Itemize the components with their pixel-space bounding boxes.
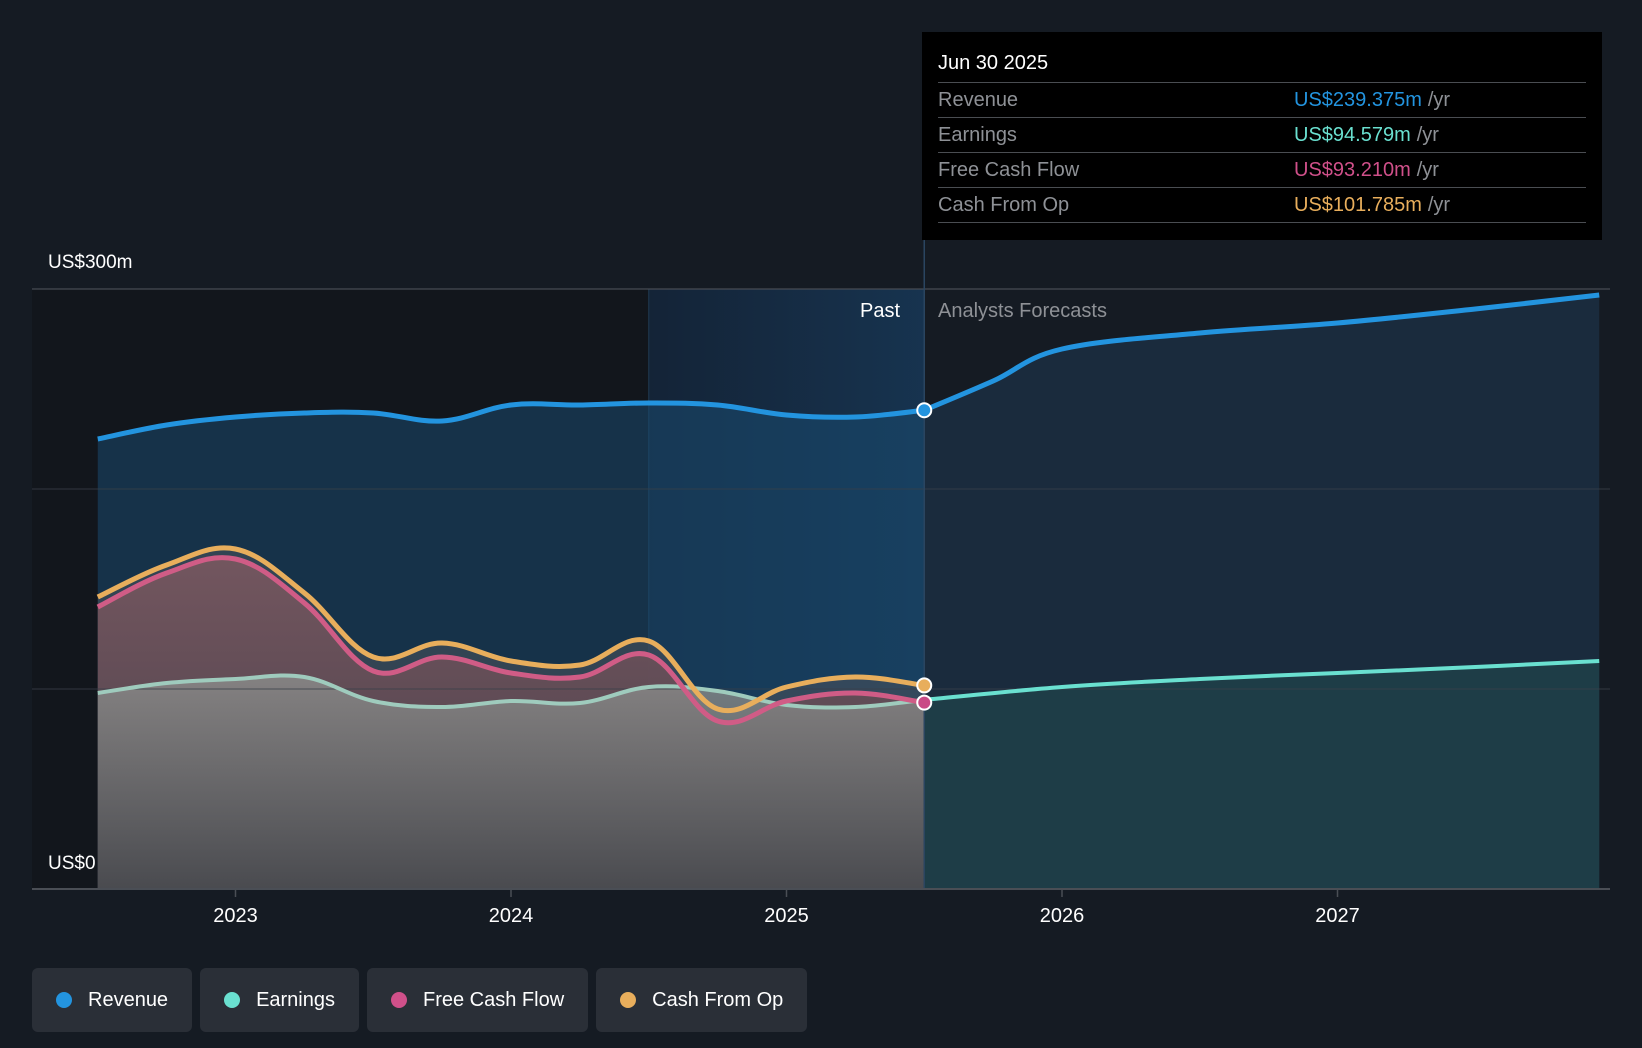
legend: Revenue Earnings Free Cash Flow Cash Fro…: [32, 968, 808, 1032]
tooltip-row-earnings: Earnings US$94.579m /yr: [938, 118, 1586, 153]
legend-label: Revenue: [88, 988, 169, 1011]
earnings-area-forecast: [924, 661, 1600, 889]
legend-item-cash-from-op[interactable]: Cash From Op: [596, 968, 808, 1032]
legend-item-earnings[interactable]: Earnings: [200, 968, 359, 1032]
tooltip-row-value: US$239.375m: [1294, 88, 1422, 111]
tooltip-row-label: Free Cash Flow: [938, 158, 1080, 181]
past-label: Past: [860, 300, 901, 322]
forecast-label: Analysts Forecasts: [938, 300, 1107, 322]
tooltip-row-label: Revenue: [938, 88, 1019, 111]
legend-item-free-cash-flow[interactable]: Free Cash Flow: [367, 968, 589, 1032]
tooltip: Jun 30 2025 Revenue US$239.375m /yr Earn…: [922, 32, 1602, 240]
revenue-line-forecast: [923, 292, 1600, 413]
legend-item-revenue[interactable]: Revenue: [32, 968, 193, 1032]
tooltip-row-label: Earnings: [938, 123, 1017, 146]
tooltip-row-unit: /yr: [1427, 88, 1451, 111]
legend-label: Free Cash Flow: [423, 988, 565, 1011]
cash-from-op-dot-icon: [620, 992, 637, 1008]
tooltip-row-unit: /yr: [1427, 193, 1451, 216]
free-cash-flow-line: [96, 555, 925, 726]
legend-label: Earnings: [256, 988, 335, 1011]
tooltip-row-value: US$93.210m: [1294, 158, 1411, 181]
revenue-line-past: [97, 400, 925, 442]
tooltip-row-revenue: Revenue US$239.375m /yr: [938, 83, 1586, 118]
y-axis-label-top: US$300m: [48, 252, 133, 273]
free-cash-flow-dot-icon: [391, 992, 407, 1008]
cash-from-op-point: [916, 677, 933, 694]
free-cash-flow-point: [916, 694, 933, 711]
revenue-dot-icon: [56, 992, 72, 1008]
revenue-point: [916, 402, 933, 419]
tooltip-row-label: Cash From Op: [938, 193, 1070, 216]
tooltip-row-value: US$94.579m: [1294, 123, 1411, 146]
earnings-dot-icon: [224, 992, 241, 1008]
x-tick-label: 2026: [1040, 905, 1085, 927]
tooltip-row-value: US$101.785m: [1294, 193, 1422, 216]
legend-label: Cash From Op: [652, 988, 784, 1011]
x-tick-label: 2023: [213, 905, 258, 927]
y-axis-label-bottom: US$0: [48, 853, 96, 874]
earnings-area-past: [97, 675, 925, 889]
earnings-line-past: [97, 673, 925, 710]
cash-from-op-line: [96, 545, 925, 714]
tooltip-row-free-cash-flow: Free Cash Flow US$93.210m /yr: [938, 153, 1586, 188]
tooltip-row-unit: /yr: [1416, 123, 1439, 146]
x-tick-label: 2024: [489, 905, 534, 927]
x-tick-label: 2027: [1315, 905, 1360, 927]
tooltip-row-unit: /yr: [1416, 158, 1439, 181]
x-tick-label: 2025: [764, 905, 809, 927]
tooltip-date: Jun 30 2025: [938, 48, 1586, 83]
earnings-line-forecast: [924, 659, 1600, 702]
tooltip-row-cash-from-op: Cash From Op US$101.785m /yr: [938, 188, 1586, 223]
